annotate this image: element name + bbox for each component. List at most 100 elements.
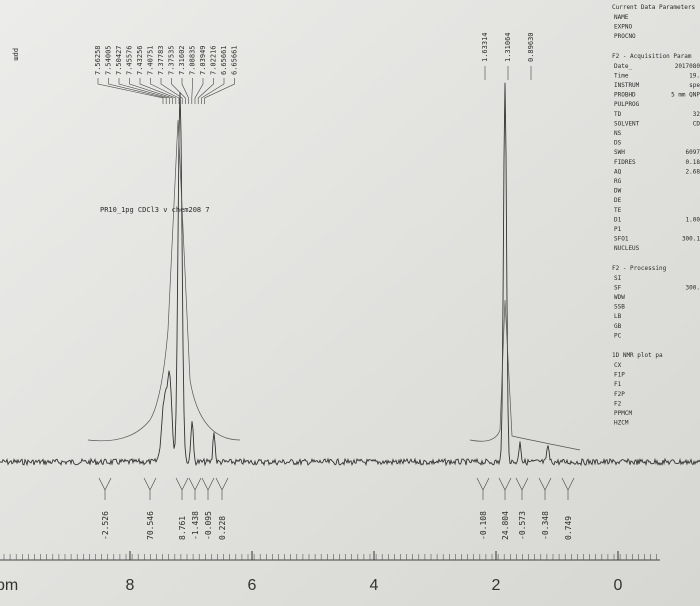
sample-label: PR10_1pg CDCl3 v chem208 7 [100,206,210,214]
param-section: F2 - Processing [612,265,667,272]
param-key: Time [614,72,629,79]
integral-curve [87,119,241,442]
param-value: 300. [686,284,700,291]
param-key: PC [614,332,622,339]
param-section: F2 - Acquisition Param [612,53,692,60]
peak-leader [201,78,225,104]
tick-label: 0 [614,577,623,594]
peak-label: 7.31602 [178,45,186,75]
param-section: Current Data Parameters [612,4,695,11]
peak-leader [194,78,204,104]
tick-label: 6 [248,577,257,594]
param-key: Date_ [614,63,632,70]
tick-label: 8 [126,577,135,594]
integral-label: -1.438 [191,511,200,540]
param-key: PULPROG [614,101,640,108]
peak-label: 6.65661 [231,45,239,75]
param-key: D1 [614,216,622,223]
peak-leader [197,78,214,104]
param-value: 5 mm QNP [671,92,700,99]
integral-label: 0.228 [218,516,227,540]
integral-bracket [201,477,215,500]
param-value: 0.18 [686,159,700,166]
param-key: DS [614,140,622,147]
peak-label: 6.65661 [220,45,228,75]
param-key: EXPNO [614,24,632,31]
param-key: AQ [614,168,622,175]
integral-bracket [143,477,157,500]
spectrum-trace [0,82,700,467]
peak-leader [150,78,180,104]
param-key: NUCLEUS [614,245,640,252]
integral-label: -0.348 [541,511,550,540]
peak-label: 1.63314 [481,32,489,62]
param-value: 1.00 [686,216,700,223]
peak-leader [204,78,235,104]
param-value: 2.68 [686,168,700,175]
integral-bracket [98,477,112,500]
integral-label: 0.749 [564,516,573,540]
param-value: 19. [689,72,700,79]
peak-label: 7.08835 [189,45,197,75]
peak-leader [171,78,186,104]
peak-label: 0.89630 [527,32,535,62]
peak-leader [160,78,183,104]
integral-bracket [498,477,512,500]
peak-leader [108,78,167,104]
integral-label: 70.546 [146,511,155,540]
param-key: LB [614,313,622,320]
peak-label: 7.54005 [105,45,113,75]
peak-leader [118,78,170,104]
peak-label: 7.02216 [210,45,218,75]
param-value: 6097 [686,149,700,156]
param-key: NAME [614,14,629,21]
param-key: TE [614,207,622,214]
peak-leader [181,78,189,104]
integral-curve [469,299,581,451]
param-key: INSTRUM [614,82,640,89]
tick-label: 2 [492,577,501,594]
ppm-label: ppm [12,48,20,61]
integral-bracket [175,477,189,500]
param-key: PPMCM [614,410,632,417]
peak-label: 7.50427 [115,45,123,75]
integral-bracket [188,477,202,500]
param-key: SF [614,284,622,291]
integral-label: 24.804 [501,511,510,540]
param-key: FIDRES [614,159,636,166]
param-key: SI [614,275,622,282]
param-value: spe [689,82,700,89]
peak-label: 7.03949 [199,45,207,75]
peak-leader [97,78,164,104]
peak-label: 7.37535 [168,45,176,75]
param-key: PROBHD [614,92,636,99]
integral-bracket [215,477,229,500]
param-key: SWH [614,149,625,156]
param-key: SOLVENT [614,120,640,127]
param-section: 1D NMR plot pa [612,352,663,359]
peak-leader [129,78,173,104]
peak-label: 1.31064 [504,32,512,62]
param-key: F1P [614,372,625,379]
param-key: TD [614,111,622,118]
param-key: DE [614,197,622,204]
param-key: GB [614,323,622,330]
minor-ticks [3,554,658,560]
integral-label: 8.761 [178,516,187,540]
peak-label: 7.56258 [94,45,102,75]
axis-unit: pm [0,577,18,594]
param-key: F2 [614,400,622,407]
param-value: 32 [693,111,700,118]
param-key: PROCNO [614,33,636,40]
integral-label: -0.095 [204,511,213,540]
integral-label: -2.526 [101,511,110,540]
integral-bracket [476,477,490,500]
param-key: HZCM [614,420,629,427]
param-key: SFO1 [614,236,629,243]
integral-bracket [515,477,529,500]
param-value: 2017080 [675,63,700,70]
peak-label: 7.40751 [147,45,155,75]
param-key: RG [614,178,622,185]
integral-bracket [538,477,552,500]
